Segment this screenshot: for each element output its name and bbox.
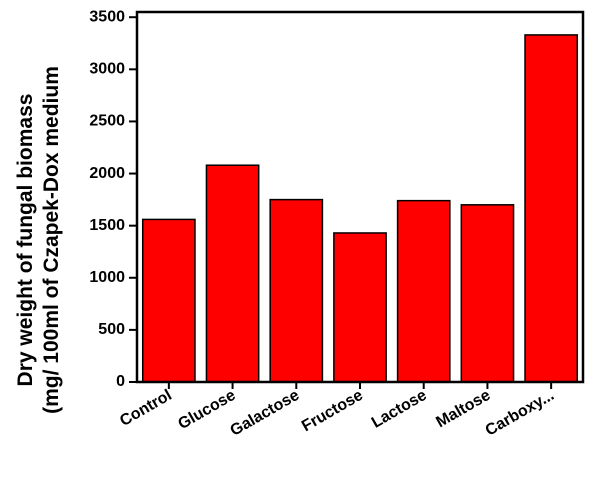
x-tick-label: Galactose <box>228 387 303 440</box>
plot-frame <box>135 10 585 384</box>
y-tick-label: 3000 <box>89 61 125 78</box>
y-axis-title-line: (mg/ 100ml of Czapek-Dox medium <box>40 66 63 414</box>
x-tick-label: Lactose <box>369 387 430 432</box>
y-axis-title-line: Dry weight of fungal biomass <box>14 94 37 387</box>
y-tick-label: 1500 <box>89 217 125 234</box>
x-tick-label: Fructose <box>299 387 366 436</box>
y-tick-label: 2000 <box>89 165 125 182</box>
y-tick-label: 500 <box>98 321 125 338</box>
x-tick-label: Control <box>117 387 175 430</box>
bar <box>141 218 196 383</box>
y-axis-title: Dry weight of fungal biomass (mg/ 100ml … <box>14 66 63 414</box>
bar <box>396 199 451 383</box>
bar <box>524 34 579 383</box>
x-tick-label: Carboxy... <box>483 387 557 440</box>
bar <box>269 198 324 383</box>
y-tick-label: 2500 <box>89 113 125 130</box>
bar <box>205 164 260 383</box>
bar <box>333 232 387 383</box>
y-tick-label: 1000 <box>89 269 125 286</box>
bar <box>460 204 515 383</box>
y-tick-label: 0 <box>116 373 125 390</box>
y-tick-label: 3500 <box>89 8 125 25</box>
